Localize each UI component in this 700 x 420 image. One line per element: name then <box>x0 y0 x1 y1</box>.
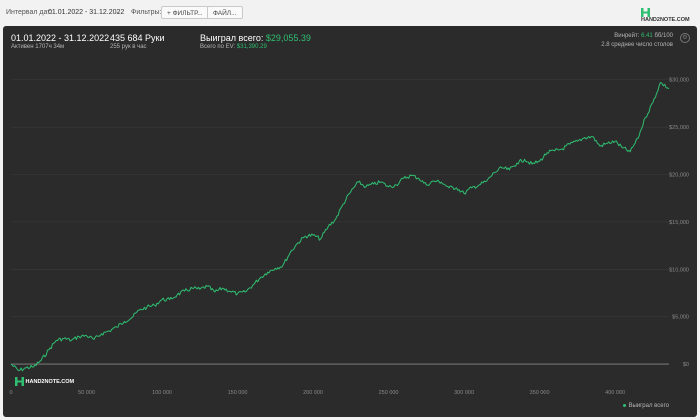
chevron-down-icon[interactable]: ⌄ <box>115 9 121 16</box>
legend-dot-icon <box>623 403 627 407</box>
file-button[interactable]: ФАЙЛ... <box>207 6 243 19</box>
y-tick-label: $30,000 <box>669 78 689 84</box>
chart-legend: Выиграл всего <box>623 403 669 409</box>
legend-label: Выиграл всего <box>628 403 669 409</box>
watermark: HAND2NOTE.COM <box>15 377 74 386</box>
y-tick-label: $0 <box>683 362 689 368</box>
winnings-chart: $0 $5,000 $10,000 $15,000 $20,000 $25,000 $30,… <box>9 78 689 396</box>
date-range-picker[interactable]: 01.01.2022 - 31.12.2022 <box>48 9 125 16</box>
won-value: $29,055.39 <box>265 33 311 43</box>
ev-label: Всего по EV: <box>200 44 236 50</box>
y-tick-label: $15,000 <box>669 220 689 226</box>
filters-label: Фильтры: <box>131 9 162 16</box>
winrate-label: Винрейт: <box>614 33 640 39</box>
x-tick-label: 300 000 <box>454 390 474 396</box>
hands-per-hour: 255 рук в час <box>110 44 147 50</box>
h2n-logo-icon <box>641 8 650 17</box>
panel-date-range: 01.01.2022 - 31.12.2022 <box>11 33 110 43</box>
won-label: Выиграл всего: <box>200 33 264 43</box>
settings-icon[interactable]: ⚙ <box>680 33 690 43</box>
x-tick-label: 50 000 <box>78 390 95 396</box>
active-time: Активен 1707ч 34м <box>11 44 65 50</box>
ev-value: $31,390.29 <box>236 44 267 50</box>
y-tick-label: $10,000 <box>669 267 689 273</box>
y-tick-label: $5,000 <box>672 315 689 321</box>
x-tick-label: 200 000 <box>303 390 323 396</box>
winrate-value: 6.41 <box>641 33 653 39</box>
interval-label: Интервал дат: <box>6 9 53 16</box>
winrate: Винрейт: 6.41 бб/100 <box>614 33 673 39</box>
brand-text: HAND2NOTE.COM <box>641 17 690 23</box>
y-tick-label: $20,000 <box>669 173 689 179</box>
graph-panel: $0 $5,000 $10,000 $15,000 $20,000 $25,000 $30,… <box>3 26 697 417</box>
watermark-text: HAND2NOTE.COM <box>25 378 75 385</box>
x-tick-label: 350 000 <box>530 390 550 396</box>
brand-logo: HAND2NOTE.COM <box>641 8 700 23</box>
x-tick-label: 0 <box>9 390 12 396</box>
add-filter-button[interactable]: + ФИЛЬТР... <box>161 6 209 19</box>
x-tick-label: 150 000 <box>228 390 248 396</box>
ev-total: Всего по EV: $31,390.29 <box>200 44 267 50</box>
hands-count: 435 684 Руки <box>110 33 165 43</box>
won-total: Выиграл всего: $29,055.39 <box>200 33 311 43</box>
series-line-won-total <box>10 82 670 372</box>
winrate-unit: бб/100 <box>654 33 673 39</box>
y-tick-label: $25,000 <box>669 125 689 131</box>
x-tick-label: 100 000 <box>152 390 172 396</box>
x-tick-label: 250 000 <box>379 390 399 396</box>
x-tick-label: 400 000 <box>605 390 625 396</box>
watermark-logo-icon <box>15 377 24 386</box>
top-toolbar: Интервал дат: 01.01.2022 - 31.12.2022 ⌄ … <box>0 0 700 24</box>
avg-tables: 2.8 среднее число столов <box>601 42 673 48</box>
